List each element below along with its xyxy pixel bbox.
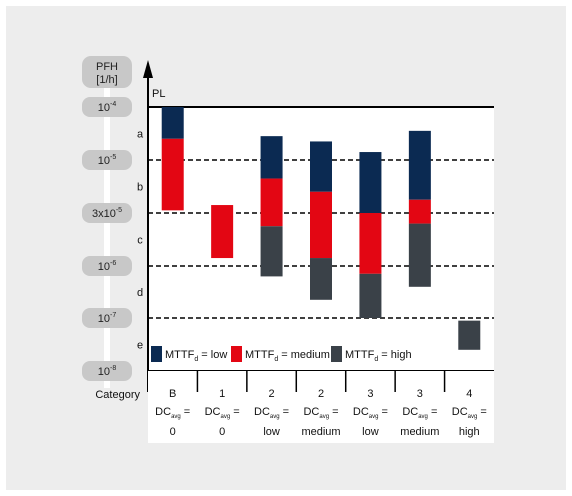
y-tick: 10-8 — [82, 361, 132, 381]
y-tick-label: 3x10-5 — [92, 207, 122, 220]
dc-value: low — [362, 426, 379, 438]
y-tick-label: 10-7 — [98, 312, 117, 325]
pl-level-labels: a b c d e — [137, 129, 144, 352]
dc-label: DCavg = — [452, 406, 487, 420]
category-axis-label: Category — [95, 389, 140, 401]
y-tick-label: 10-5 — [98, 154, 117, 167]
y-tick-label: 10-4 — [98, 101, 117, 114]
dc-label: DCavg = — [303, 406, 338, 420]
category-value: 1 — [219, 388, 225, 400]
bar-segment-high — [260, 226, 283, 277]
y-tick: 3x10-5 — [82, 203, 132, 223]
category-value: 2 — [318, 388, 324, 400]
bar-segment-medium — [408, 199, 431, 224]
dc-label: DCavg = — [353, 406, 388, 420]
y-tick: 10-5 — [82, 150, 132, 170]
dc-value: 0 — [219, 426, 225, 438]
bars — [161, 107, 481, 350]
dc-value: low — [263, 426, 280, 438]
bar-segment-low — [408, 130, 431, 200]
y-tick-pill — [82, 150, 132, 170]
dc-value: high — [459, 426, 480, 438]
bar-segment-medium — [260, 178, 283, 227]
legend-item-medium: MTTFd = medium — [231, 346, 330, 363]
pl-level-a: a — [137, 129, 144, 141]
bar-segment-high — [458, 320, 481, 350]
legend-item-high: MTTFd = high — [331, 346, 412, 363]
bar-segment-high — [359, 273, 382, 318]
category-value: 2 — [269, 388, 275, 400]
y-axis-ticks: 10-4 10-5 3x10-5 10-6 10-7 10-8 — [82, 97, 132, 381]
y-tick: 10-7 — [82, 308, 132, 328]
pl-level-b: b — [137, 182, 143, 194]
dc-label: DCavg = — [402, 406, 437, 420]
category-table-columns: B DCavg = 0 1 DCavg = 0 2 DCavg = low 2 DCavg = med… — [155, 371, 487, 438]
bar-segment-medium — [359, 213, 382, 274]
bar-segment-low — [161, 107, 184, 139]
pl-level-d: d — [137, 287, 143, 299]
y-tick-pill — [82, 256, 132, 276]
legend-label: MTTFd = medium — [245, 349, 330, 363]
legend-item-low: MTTFd = low — [151, 346, 227, 363]
y-tick-pill — [82, 203, 132, 223]
y-tick: 10-4 — [82, 97, 132, 117]
legend-swatch — [331, 346, 342, 362]
legend-swatch — [151, 346, 162, 362]
y-tick: 10-6 — [82, 256, 132, 276]
legend-label: MTTFd = high — [345, 349, 412, 363]
y-tick-label: 10-8 — [98, 365, 117, 378]
dc-value: 0 — [170, 426, 176, 438]
y-tick-label: 10-6 — [98, 260, 117, 273]
y-tick-pill — [82, 308, 132, 328]
legend-label: MTTFd = low — [165, 349, 227, 363]
category-value: 3 — [367, 388, 373, 400]
dc-value: medium — [400, 426, 439, 438]
dc-label: DCavg = — [205, 406, 240, 420]
pl-level-c: c — [137, 235, 143, 247]
dc-label: DCavg = — [254, 406, 289, 420]
bar-segment-medium — [310, 191, 332, 259]
y-axis-title-line1: PFH — [96, 61, 118, 73]
y-axis-title-pill — [82, 56, 132, 88]
pl-level-e: e — [137, 340, 143, 352]
bar-segment-medium — [211, 205, 234, 259]
y-axis-title-line2: [1/h] — [96, 74, 117, 86]
dc-value: medium — [301, 426, 340, 438]
dc-label: DCavg = — [155, 406, 190, 420]
bar-segment-low — [260, 136, 283, 179]
y-axis — [143, 60, 153, 392]
bar-segment-high — [408, 223, 431, 287]
category-value: B — [169, 388, 176, 400]
bar-segment-low — [310, 141, 332, 192]
bar-segment-medium — [161, 138, 184, 211]
category-value: 4 — [466, 388, 472, 400]
legend: MTTFd = low MTTFd = medium MTTFd = high — [151, 346, 412, 363]
bar-segment-low — [359, 152, 382, 213]
category-table — [148, 371, 494, 443]
y-tick-pill — [82, 97, 132, 117]
y-tick-pill — [82, 361, 132, 381]
category-value: 3 — [417, 388, 423, 400]
pl-axis-label: PL — [152, 88, 165, 100]
y-axis-arrow-icon — [143, 60, 153, 78]
legend-swatch — [231, 346, 242, 362]
bar-segment-high — [310, 258, 332, 300]
